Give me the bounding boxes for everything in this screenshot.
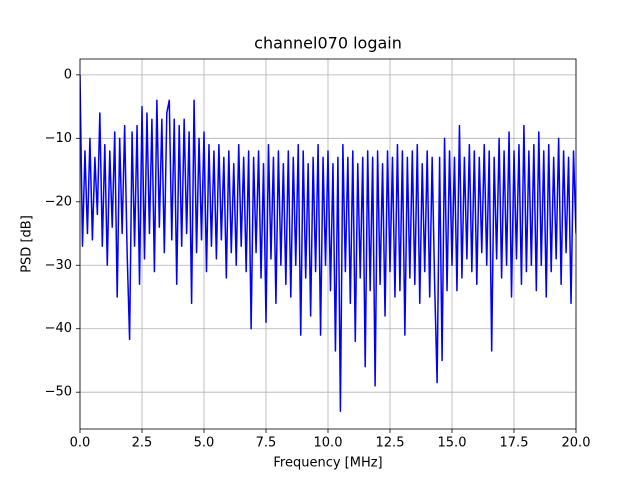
y-tick-label: −20 — [45, 194, 72, 209]
x-tick-label: 17.5 — [500, 436, 529, 451]
y-axis-label: PSD [dB] — [20, 215, 35, 273]
x-tick-label: 15.0 — [438, 436, 467, 451]
x-tick-label: 5.0 — [194, 436, 215, 451]
chart-title: channel070 logain — [254, 34, 402, 53]
y-tick-label: −30 — [45, 258, 72, 273]
x-tick-label: 0.0 — [70, 436, 91, 451]
x-axis-label: Frequency [MHz] — [273, 456, 382, 471]
y-tick-label: −50 — [45, 385, 72, 400]
x-tick-label: 7.5 — [256, 436, 277, 451]
line-series — [80, 74, 576, 412]
y-tick-label: −40 — [45, 321, 72, 336]
y-tick-label: 0 — [64, 67, 72, 82]
x-tick-label: 20.0 — [562, 436, 591, 451]
x-tick-label: 10.0 — [314, 436, 343, 451]
x-tick-label: 2.5 — [132, 436, 153, 451]
x-tick-label: 12.5 — [376, 436, 405, 451]
plot-frame — [79, 58, 577, 430]
y-tick-label: −10 — [45, 131, 72, 146]
